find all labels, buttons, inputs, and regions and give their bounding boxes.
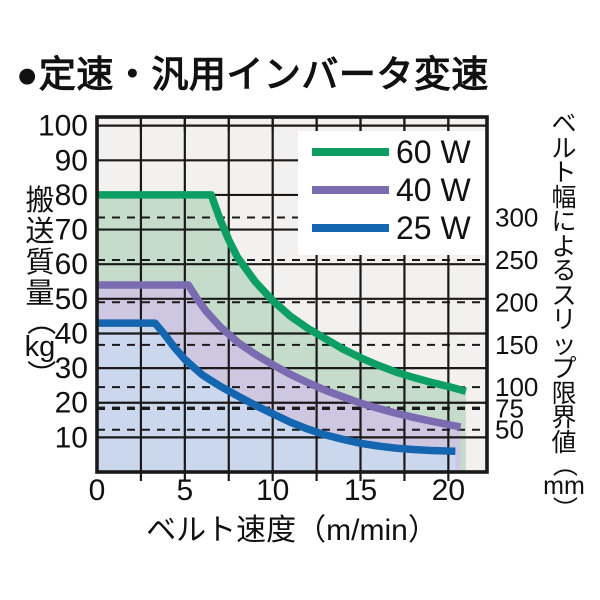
25w-curve	[97, 319, 456, 455]
axis-title-char: 質	[25, 247, 55, 279]
25w-curve-area	[97, 323, 456, 472]
axis-title-char: ト	[551, 159, 577, 187]
60w-curve-legend-label: 60 W	[396, 134, 471, 170]
y-right-tick-label: 300	[495, 202, 538, 232]
axis-title-char: 限	[551, 379, 577, 408]
y-right-tick-label: 75	[495, 393, 524, 423]
y-left-tick-label: 70	[55, 214, 88, 247]
axis-title-char: （	[23, 306, 56, 336]
x-tick-label: 15	[344, 474, 377, 507]
y-axis-right-title: ベルト幅によるスリップ限界値（mm）	[542, 110, 586, 521]
axis-unit-text: kg	[24, 331, 56, 363]
40w-curve-legend-label: 40 W	[396, 172, 471, 208]
y-axis-left-title: 搬送質量（kg）	[16, 185, 64, 389]
x-axis-title: ベルト速度（m/min）	[146, 514, 438, 547]
y-right-tick-label: 200	[495, 287, 538, 317]
y-left-tick-label: 80	[55, 179, 88, 212]
60w-curve	[97, 191, 467, 395]
axis-title-char: る	[551, 257, 577, 285]
x-tick-label: 5	[176, 474, 193, 507]
y-left-tick-label: 100	[38, 110, 88, 143]
axis-unit-text: mm	[543, 472, 585, 500]
x-tick-label: 10	[256, 474, 289, 507]
y-right-tick-label: 150	[495, 330, 538, 360]
axis-title-char: よ	[551, 232, 577, 261]
axis-title-char: ）	[23, 359, 56, 389]
25w-curve-legend-label: 25 W	[396, 210, 471, 246]
x-tick-label: 0	[89, 474, 106, 507]
axis-title-char: ッ	[551, 330, 577, 359]
axis-title-char: に	[551, 208, 577, 236]
40w-curve	[97, 281, 462, 431]
axis-title-char: （	[550, 451, 579, 478]
axis-title-char: ル	[551, 134, 577, 163]
axis-title-char: ス	[551, 281, 577, 310]
chart-title: ●定速・汎用インバータ変速	[16, 54, 489, 95]
axis-title-char: 値	[551, 428, 577, 457]
axis-title-char: 送	[25, 216, 55, 248]
axis-title-char: リ	[551, 306, 577, 334]
y-left-tick-label: 10	[55, 421, 88, 454]
axis-title-char: ）	[550, 495, 579, 521]
y-right-tick-label: 100	[495, 372, 538, 402]
y-right-tick-label: 250	[495, 245, 538, 275]
axis-title-char: 搬	[25, 185, 55, 217]
y-left-tick-label: 60	[55, 248, 88, 281]
axis-title-char: プ	[551, 355, 577, 383]
y-left-tick-label: 30	[55, 352, 88, 385]
axis-title-char: 幅	[551, 183, 577, 212]
plot-border	[95, 115, 489, 474]
y-left-tick-label: 50	[55, 283, 88, 316]
axis-title-char: ベ	[551, 110, 577, 138]
axis-title-char: 界	[551, 404, 577, 432]
y-right-tick-label: 50	[495, 415, 524, 445]
x-tick-label: 20	[432, 474, 465, 507]
y-left-tick-label: 40	[55, 317, 88, 350]
axis-title-char: 量	[25, 278, 55, 310]
y-left-tick-label: 20	[55, 387, 88, 420]
y-left-tick-label: 90	[55, 144, 88, 177]
